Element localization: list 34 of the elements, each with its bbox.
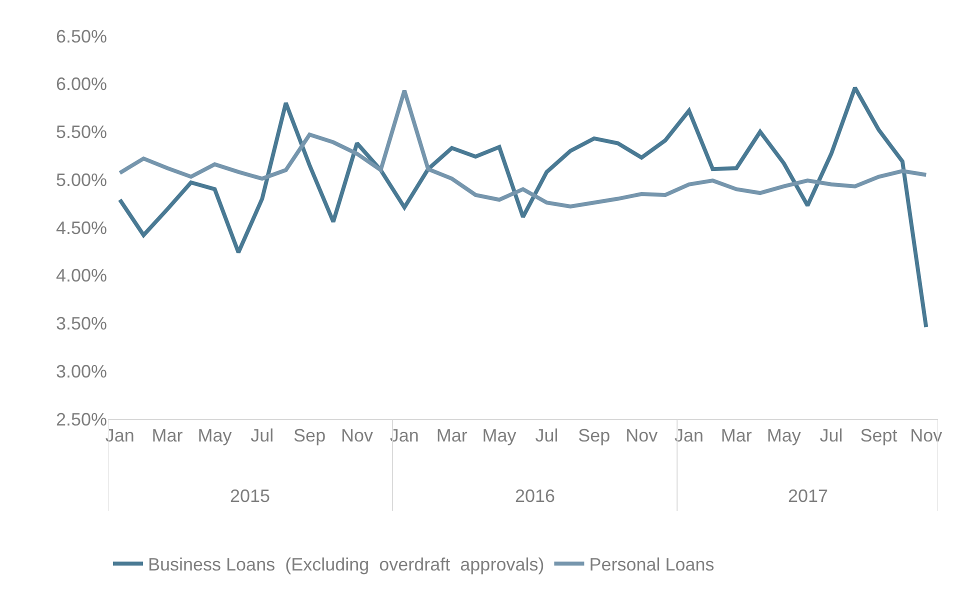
x-tick-label: Jul [535,426,558,446]
y-tick-label: 3.50% [56,314,107,334]
x-tick-label: Jan [674,426,704,446]
legend-label: Business Loans (Excluding overdraft approvals) [148,554,544,575]
y-tick-label: 6.50% [56,26,107,46]
x-tick-label: Mar [436,426,468,446]
x-tick-label: May [766,426,801,446]
x-tick-label: Jan [105,426,134,446]
line-series [118,86,928,330]
y-tick-label: 5.50% [56,122,107,142]
y-tick-label: 4.50% [56,218,107,238]
x-tick-label: Nov [340,426,374,446]
legend-label: Personal Loans [589,554,714,575]
x-tick-label: May [198,426,232,446]
text: 2015 [230,486,270,506]
y-tick-label: 2.50% [56,409,107,430]
text: 2017 [788,486,828,506]
x-tick-label: Mar [152,426,183,446]
x-tick-label: Sep [294,426,326,446]
x-tick-label: May [482,426,516,446]
x-tick-label: Sept [860,426,898,446]
x-tick-label: Nov [910,426,942,446]
y-tick-label: 3.00% [56,361,107,382]
text: 2016 [515,486,556,506]
y-tick-label: 6.00% [56,74,107,94]
x-tick-label: Jul [250,426,274,446]
x-tick-label: Jul [820,426,843,446]
x-tick-label: Nov [626,426,658,446]
line-series [118,88,928,208]
x-tick-label: Sep [578,426,610,446]
y-tick-label: 4.00% [56,266,107,286]
x-tick-label: Jan [390,426,419,446]
x-tick-label: Mar [720,426,752,446]
y-tick-label: 5.00% [56,170,107,190]
